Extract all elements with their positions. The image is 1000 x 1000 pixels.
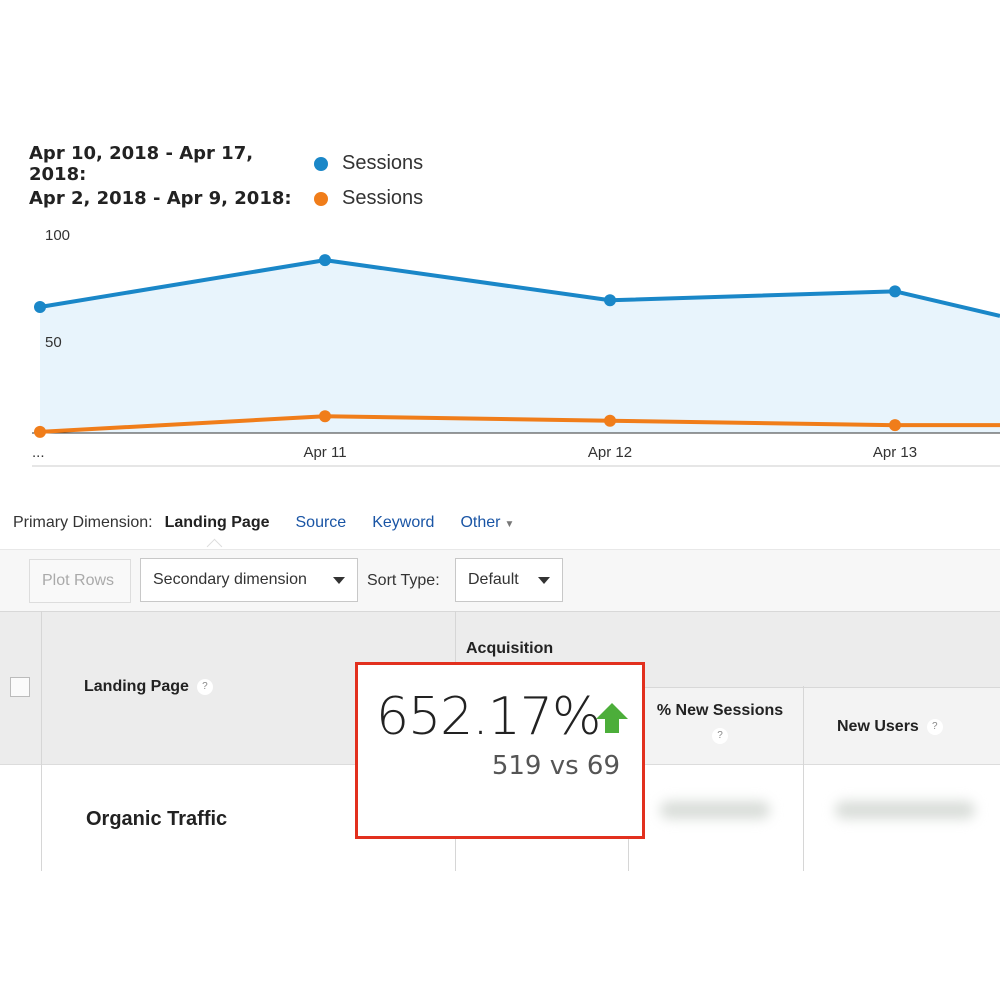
legend-range-current: Apr 10, 2018 - Apr 17, 2018:: [29, 142, 254, 185]
secondary-dimension-select[interactable]: Secondary dimension: [140, 558, 358, 602]
dimension-other-label: Other: [460, 514, 501, 531]
column-new-users-label: New Users: [837, 718, 919, 735]
chart-legend: Apr 10, 2018 - Apr 17, 2018: Sessions Ap…: [29, 143, 424, 216]
data-point: [319, 254, 331, 267]
dimension-keyword-link[interactable]: Keyword: [372, 514, 435, 531]
sort-type-value: Default: [468, 571, 519, 588]
series-area-fill: [40, 260, 1000, 433]
chevron-down-icon: ▼: [504, 519, 515, 530]
dropdown-arrow-icon: [333, 576, 345, 584]
legend-range-previous: Apr 2, 2018 - Apr 9, 2018:: [29, 188, 292, 209]
column-header-landing-page[interactable]: Landing Page?: [84, 678, 213, 696]
legend-series-current: Sessions: [342, 152, 424, 174]
help-icon[interactable]: ?: [926, 718, 943, 735]
data-point: [34, 425, 46, 438]
legend-dot-current: [314, 156, 328, 171]
row-label-organic-traffic: Organic Traffic: [86, 808, 228, 830]
column-divider: [803, 686, 804, 871]
dimension-other-dropdown[interactable]: Other ▼: [460, 514, 514, 532]
secondary-dimension-label: Secondary dimension: [153, 571, 307, 588]
data-point: [319, 410, 331, 423]
plot-rows-button[interactable]: Plot Rows: [29, 559, 131, 603]
dimension-source-link[interactable]: Source: [295, 514, 347, 531]
column-new-sessions-label: % New Sessions: [656, 702, 784, 719]
primary-dimension-bar: Primary Dimension: Landing Page Source K…: [13, 514, 514, 532]
table-toolbar: Plot Rows Secondary dimension Sort Type:…: [0, 549, 1000, 612]
column-landing-page-label: Landing Page: [84, 678, 189, 695]
help-icon[interactable]: ?: [196, 678, 213, 695]
x-tick-label: ...: [32, 444, 45, 461]
column-header-new-sessions[interactable]: % New Sessions ?: [650, 702, 790, 744]
legend-row-previous: Apr 2, 2018 - Apr 9, 2018: Sessions: [29, 181, 423, 216]
growth-percent: 652.17%: [376, 687, 601, 747]
column-divider: [41, 611, 42, 871]
sort-type-select[interactable]: Default: [455, 558, 563, 602]
column-header-new-users[interactable]: New Users?: [837, 718, 943, 736]
sessions-line-chart: 100 50... Apr 11 Apr 12 Apr 13: [32, 227, 1000, 467]
data-point: [34, 300, 46, 313]
help-icon[interactable]: ?: [712, 728, 728, 744]
y-tick-label: 100: [45, 227, 70, 244]
x-tick-label: Apr 13: [873, 444, 917, 461]
data-point: [604, 294, 616, 307]
legend-dot-previous: [314, 191, 328, 206]
data-point: [604, 414, 616, 427]
x-tick-label: Apr 12: [588, 444, 632, 461]
y-tick-label: 50: [45, 334, 62, 351]
legend-row-current: Apr 10, 2018 - Apr 17, 2018: Sessions: [29, 143, 424, 185]
sort-type-label: Sort Type:: [367, 572, 440, 589]
growth-comparison: 519 vs 69: [491, 751, 620, 781]
select-all-checkbox[interactable]: [10, 677, 30, 697]
data-point: [889, 419, 901, 432]
primary-dimension-label: Primary Dimension:: [13, 514, 153, 531]
legend-series-previous: Sessions: [342, 187, 424, 209]
blurred-value: [660, 801, 770, 819]
table-header: Landing Page? Acquisition % New Sessions…: [0, 611, 1000, 766]
dropdown-arrow-icon: [538, 576, 550, 584]
x-tick-label: Apr 11: [303, 444, 346, 461]
data-point: [889, 285, 901, 298]
dimension-landing-page[interactable]: Landing Page: [164, 514, 270, 531]
arrow-up-icon: [596, 703, 628, 733]
blurred-value: [835, 801, 975, 819]
column-group-acquisition: Acquisition: [466, 640, 554, 657]
growth-callout: 652.17% 519 vs 69: [355, 662, 645, 839]
